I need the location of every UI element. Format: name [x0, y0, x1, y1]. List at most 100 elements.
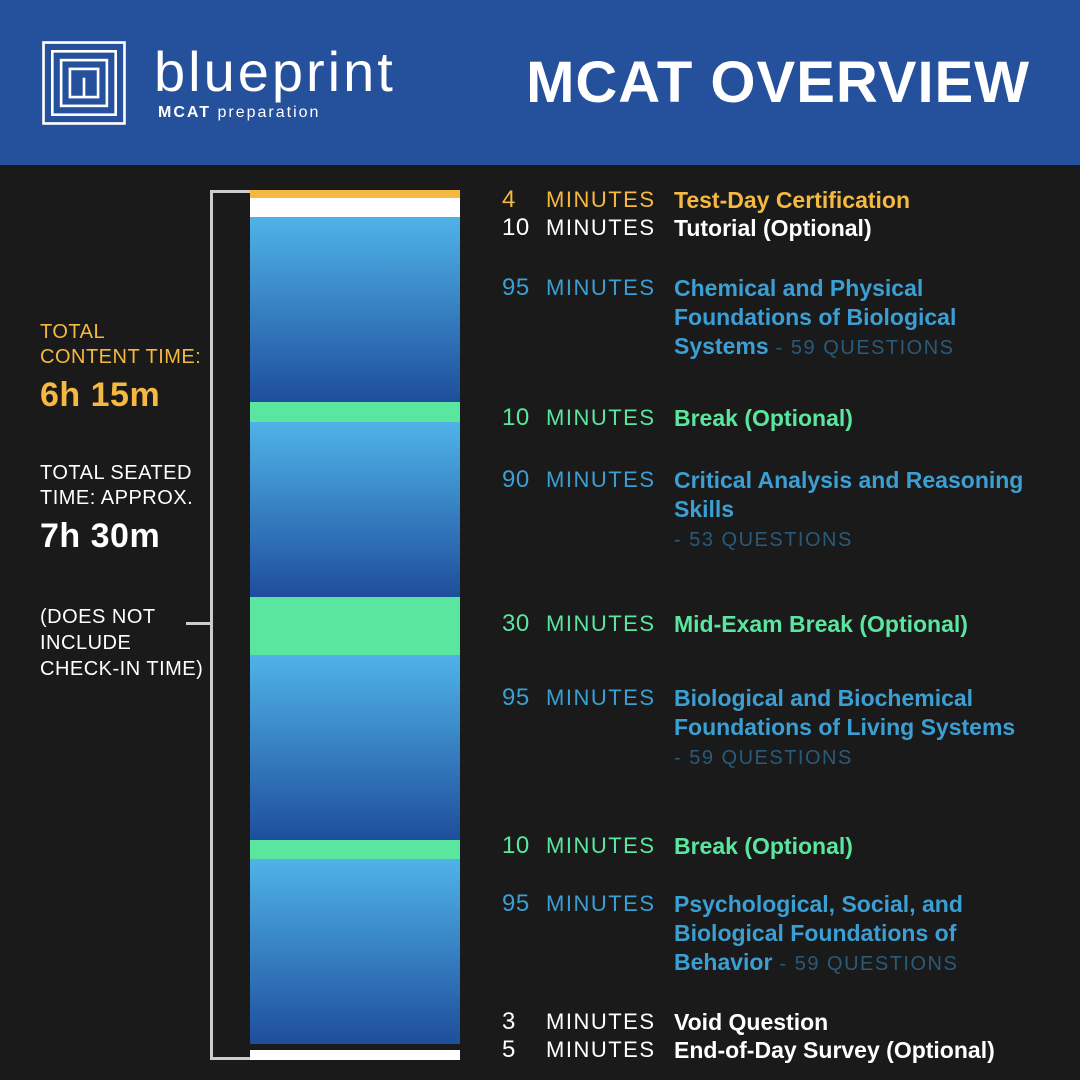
timeline-segment: [250, 597, 460, 655]
legend: 4MINUTESTest-Day Certification10MINUTEST…: [460, 190, 1040, 1060]
description-title: Mid-Exam Break (Optional): [674, 611, 968, 637]
duration: 10MINUTES: [502, 214, 658, 242]
duration-unit: MINUTES: [546, 275, 656, 301]
legend-row: 10MINUTES Tutorial (Optional): [502, 214, 1040, 243]
bracket: [210, 190, 250, 1060]
legend-row: 4MINUTES Test-Day Certification: [502, 186, 1040, 215]
duration-number: 30: [502, 610, 546, 638]
description-title: Void Question: [674, 1009, 828, 1035]
description-title: End-of-Day Survey (Optional): [674, 1037, 995, 1063]
duration-unit: MINUTES: [546, 611, 656, 637]
left-stats: TOTAL CONTENT TIME: 6h 15m TOTAL SEATED …: [40, 190, 210, 1060]
timeline-segment: [250, 840, 460, 859]
description: Tutorial (Optional): [674, 214, 1040, 243]
duration: 95MINUTES: [502, 684, 658, 712]
description-title: Biological and Biochemical Foundations o…: [674, 685, 1015, 740]
description: Critical Analysis and Reasoning Skills - …: [674, 466, 1040, 553]
description: Mid-Exam Break (Optional): [674, 610, 1040, 639]
timeline-segment: [250, 1050, 460, 1060]
legend-row: 3MINUTES Void Question: [502, 1008, 1040, 1037]
duration-number: 10: [502, 832, 546, 860]
duration-number: 5: [502, 1036, 546, 1064]
legend-row: 5MINUTES End-of-Day Survey (Optional): [502, 1036, 1040, 1065]
description-title: Tutorial (Optional): [674, 215, 872, 241]
seated-time-label: TOTAL SEATED TIME: APPROX.: [40, 461, 210, 511]
description-sub: - 59 QUESTIONS: [769, 337, 955, 359]
legend-row: 95MINUTES Chemical and Physical Foundatio…: [502, 274, 1040, 361]
description-title: Break (Optional): [674, 833, 853, 859]
duration-unit: MINUTES: [546, 1009, 656, 1035]
brand-subtitle: MCAT preparation: [154, 104, 396, 122]
duration: 10MINUTES: [502, 404, 658, 432]
brand-block: blueprint MCAT preparation: [148, 44, 396, 122]
description: Biological and Biochemical Foundations o…: [674, 684, 1040, 771]
legend-row: 30MINUTES Mid-Exam Break (Optional): [502, 610, 1040, 639]
timeline-segment: [250, 655, 460, 840]
brand-name: blueprint: [154, 44, 396, 100]
page-title: MCAT OVERVIEW: [526, 49, 1040, 116]
duration-number: 95: [502, 890, 546, 918]
duration: 3MINUTES: [502, 1008, 658, 1036]
duration-number: 90: [502, 466, 546, 494]
total-content-time: TOTAL CONTENT TIME: 6h 15m: [40, 320, 210, 415]
duration: 95MINUTES: [502, 274, 658, 302]
legend-row: 95MINUTES Biological and Biochemical Foun…: [502, 684, 1040, 771]
duration-number: 95: [502, 274, 546, 302]
timeline-segment: [250, 402, 460, 421]
duration: 30MINUTES: [502, 610, 658, 638]
duration-number: 10: [502, 214, 546, 242]
timeline-segment: [250, 190, 460, 198]
timeline-segment: [250, 217, 460, 402]
check-in-note: (DOES NOT INCLUDE CHECK-IN TIME): [40, 604, 210, 682]
duration-number: 95: [502, 684, 546, 712]
timeline-segment: [250, 198, 460, 217]
duration: 95MINUTES: [502, 890, 658, 918]
duration-number: 3: [502, 1008, 546, 1036]
timeline-bar: [250, 190, 460, 1060]
total-seated-time: TOTAL SEATED TIME: APPROX. 7h 30m: [40, 461, 210, 556]
content-time-value: 6h 15m: [40, 376, 210, 415]
main-content: TOTAL CONTENT TIME: 6h 15m TOTAL SEATED …: [0, 165, 1080, 1080]
description-title: Test-Day Certification: [674, 187, 910, 213]
bracket-side: [210, 190, 213, 1060]
description: Break (Optional): [674, 404, 1040, 433]
duration: 10MINUTES: [502, 832, 658, 860]
duration-number: 10: [502, 404, 546, 432]
legend-row: 10MINUTES Break (Optional): [502, 832, 1040, 861]
description-sub: - 59 QUESTIONS: [772, 953, 958, 975]
duration-unit: MINUTES: [546, 685, 656, 711]
seated-time-value: 7h 30m: [40, 517, 210, 556]
duration-unit: MINUTES: [546, 891, 656, 917]
description: Test-Day Certification: [674, 186, 1040, 215]
description-sub: - 59 QUESTIONS: [674, 747, 853, 769]
duration-unit: MINUTES: [546, 405, 656, 431]
blueprint-logo-icon: [40, 39, 128, 127]
duration-unit: MINUTES: [546, 215, 656, 241]
legend-row: 10MINUTES Break (Optional): [502, 404, 1040, 433]
duration: 4MINUTES: [502, 186, 658, 214]
timeline-segment: [250, 422, 460, 597]
legend-row: 90MINUTES Critical Analysis and Reasoning…: [502, 466, 1040, 553]
duration-unit: MINUTES: [546, 467, 656, 493]
description-title: Critical Analysis and Reasoning Skills: [674, 467, 1023, 522]
description: Break (Optional): [674, 832, 1040, 861]
legend-row: 95MINUTES Psychological, Social, and Biol…: [502, 890, 1040, 977]
duration-unit: MINUTES: [546, 187, 656, 213]
bracket-tick: [186, 622, 210, 625]
duration-unit: MINUTES: [546, 1037, 656, 1063]
duration-unit: MINUTES: [546, 833, 656, 859]
content-time-label: TOTAL CONTENT TIME:: [40, 320, 210, 370]
timeline-segment: [250, 859, 460, 1044]
description: Void Question: [674, 1008, 1040, 1037]
bracket-bottom: [210, 1057, 250, 1060]
description: Psychological, Social, and Biological Fo…: [674, 890, 1040, 977]
duration-number: 4: [502, 186, 546, 214]
duration: 5MINUTES: [502, 1036, 658, 1064]
description: Chemical and Physical Foundations of Bio…: [674, 274, 1040, 361]
header: blueprint MCAT preparation MCAT OVERVIEW: [0, 0, 1080, 165]
duration: 90MINUTES: [502, 466, 658, 494]
description-sub: - 53 QUESTIONS: [674, 529, 853, 551]
description: End-of-Day Survey (Optional): [674, 1036, 1040, 1065]
description-title: Break (Optional): [674, 405, 853, 431]
bracket-top: [210, 190, 250, 193]
